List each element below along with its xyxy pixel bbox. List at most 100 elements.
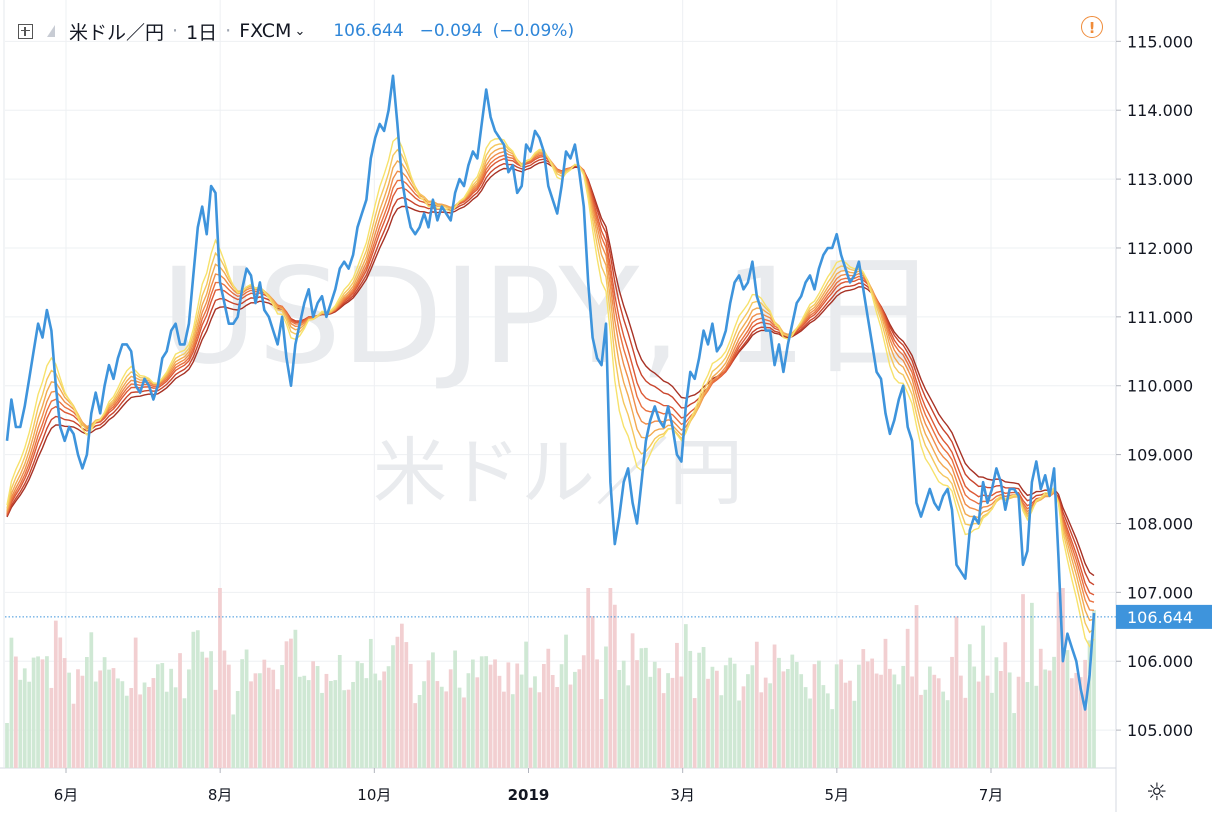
volume-bar [53, 620, 58, 768]
volume-bar [732, 663, 737, 768]
volume-bar [715, 670, 719, 768]
volume-bar [1069, 678, 1074, 768]
volume-bar [5, 723, 9, 768]
y-tick-label: 108.000 [1127, 514, 1193, 533]
volume-bar [93, 681, 98, 768]
volume-bar [182, 698, 187, 768]
volume-bar [976, 681, 981, 768]
y-tick-label: 115.000 [1127, 32, 1193, 51]
volume-bar [994, 657, 999, 768]
warning-icon[interactable]: ! [1081, 16, 1103, 38]
volume-bar [222, 650, 227, 768]
x-tick-label: 2019 [508, 786, 550, 804]
volume-bar [612, 604, 617, 768]
volume-bar [670, 677, 675, 768]
volume-bar [191, 631, 196, 768]
chevron-down-icon[interactable]: ⌄ [294, 23, 306, 39]
volume-bar [151, 678, 156, 768]
volume-bar [590, 616, 595, 768]
volume-bar [253, 673, 258, 768]
volume-bar [777, 657, 781, 768]
volume-bar [346, 689, 351, 768]
volume-bar [879, 674, 883, 768]
volume-bar [98, 670, 103, 768]
volume-bar [240, 659, 245, 768]
volume-bar [967, 644, 972, 768]
volume-bar [599, 699, 604, 768]
volume-bar [45, 656, 49, 768]
volume-bar [737, 700, 741, 768]
volume-bar [1061, 588, 1065, 768]
volume-bar [621, 660, 626, 768]
volume-bar [533, 676, 537, 768]
volume-bar [892, 674, 897, 768]
price-series-line[interactable] [5, 74, 1096, 711]
volume-bar [825, 693, 830, 768]
volume-bar [147, 686, 151, 768]
volume-bar [244, 649, 249, 768]
y-tick-label: 114.000 [1127, 101, 1193, 120]
volume-bar [364, 678, 369, 768]
x-tick-label: 8月 [208, 786, 233, 804]
volume-bar [927, 666, 932, 768]
volume-bar [200, 651, 205, 768]
volume-bar [493, 659, 497, 768]
volume-bar [386, 666, 391, 768]
volume-bar [275, 689, 280, 768]
volume-bar [1030, 602, 1034, 768]
volume-bar [133, 637, 138, 768]
volume-bar [160, 663, 165, 768]
volume-bar [293, 629, 298, 768]
volume-bar [142, 682, 147, 768]
volume-bar [905, 628, 910, 768]
symbol-label[interactable]: 米ドル／円 [69, 21, 165, 44]
volume-bar [785, 669, 790, 768]
volume-bar [1007, 672, 1012, 768]
volume-bar [462, 697, 466, 768]
interval-label[interactable]: 1日 [186, 21, 218, 44]
volume-bar [502, 691, 506, 768]
volume-bar [657, 668, 662, 768]
exchange-label[interactable]: FXCM [239, 20, 292, 42]
y-tick-label: 113.000 [1127, 170, 1193, 189]
separator-dot: · [225, 20, 232, 42]
volume-bar [581, 655, 586, 768]
volume-bar [639, 648, 644, 768]
volume-bar [470, 659, 475, 768]
y-tick-label: 107.000 [1127, 583, 1193, 602]
price-change-value: −0.094 [419, 21, 483, 41]
volume-bar [821, 685, 826, 768]
volume-bar [14, 656, 18, 768]
volume-bar [333, 680, 338, 768]
volume-bar [107, 669, 111, 768]
volume-bar [235, 691, 240, 768]
expand-icon[interactable] [18, 23, 33, 39]
volume-bar [1047, 670, 1052, 768]
separator-dot: · [172, 20, 179, 42]
volume-bar [510, 694, 515, 768]
volume-bar [62, 658, 67, 768]
volume-bar [204, 657, 209, 768]
volume-bar [284, 641, 289, 768]
volume-bar [1025, 682, 1030, 768]
volume-bar [830, 709, 835, 768]
settings-icon[interactable]: ☼ [1146, 778, 1168, 806]
volume-bar [1083, 659, 1087, 768]
flag-icon[interactable] [47, 25, 55, 37]
volume-bar [555, 687, 560, 768]
x-tick-label: 3月 [670, 786, 695, 804]
x-tick-label: 5月 [825, 786, 850, 804]
volume-bar [661, 693, 666, 768]
volume-bar [368, 638, 373, 768]
volume-bar [169, 668, 174, 768]
volume-bar [129, 687, 134, 768]
volume-bar [413, 703, 418, 768]
volume-bar [617, 670, 622, 768]
volume-bar [848, 680, 852, 768]
last-price-tag [1116, 604, 1212, 629]
volume-bar [218, 588, 222, 768]
volume-bar [524, 641, 528, 768]
volume-bar [155, 664, 160, 768]
ribbon-ema-line [6, 161, 1095, 577]
